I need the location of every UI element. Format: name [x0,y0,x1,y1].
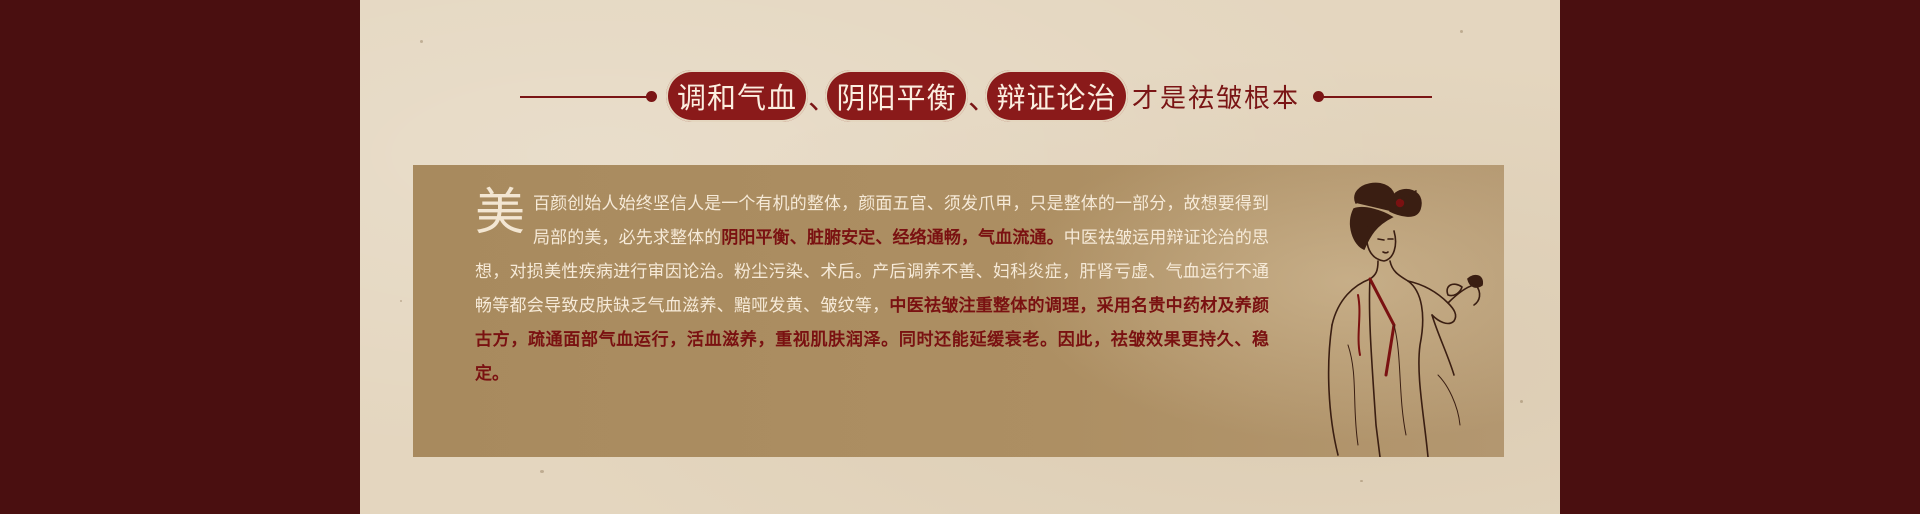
body-text: 美百颜创始人始终坚信人是一个有机的整体，颜面五官、须发爪甲，只是整体的一部分，故… [475,187,1269,391]
lady-illustration-icon [1298,175,1498,457]
heading-pill-harmonize: 调和气血 [666,70,808,122]
heading-dot-right [1313,91,1324,102]
heading-tail: 才是祛皱根本 [1132,84,1301,114]
section-heading: 调和气血 、 阴阳平衡 、 辩证论治 才是祛皱根本 [520,66,1432,126]
heading-pill-treatment: 辩证论治 [985,70,1128,122]
highlight-segment: 阴阳平衡、脏腑安定、经络通畅，气血流通。 [721,228,1064,248]
highlight-segment: 中医祛皱注重整体的调理，采用名贵中药材及养颜古方，疏通面部气血运行，活血滋养，重… [475,296,1270,384]
heading-dot-left [646,91,657,102]
dropcap: 美 [475,183,525,241]
text-segment: 百颜创始人始终坚信人是一个有机的整体，颜面五官、须发爪甲，只是整体的一部分，故想… [533,194,1269,248]
heading-pill-balance: 阴阳平衡 [825,70,968,122]
text-segment: 中医祛皱运用辩证论治的思想，对损美性疾病进行审因论治。粉尘污染、术后。产后调养不… [475,228,1270,316]
heading-line-left [520,96,650,98]
heading-line-right [1323,96,1432,98]
content-panel: 美百颜创始人始终坚信人是一个有机的整体，颜面五官、须发爪甲，只是整体的一部分，故… [413,165,1504,457]
